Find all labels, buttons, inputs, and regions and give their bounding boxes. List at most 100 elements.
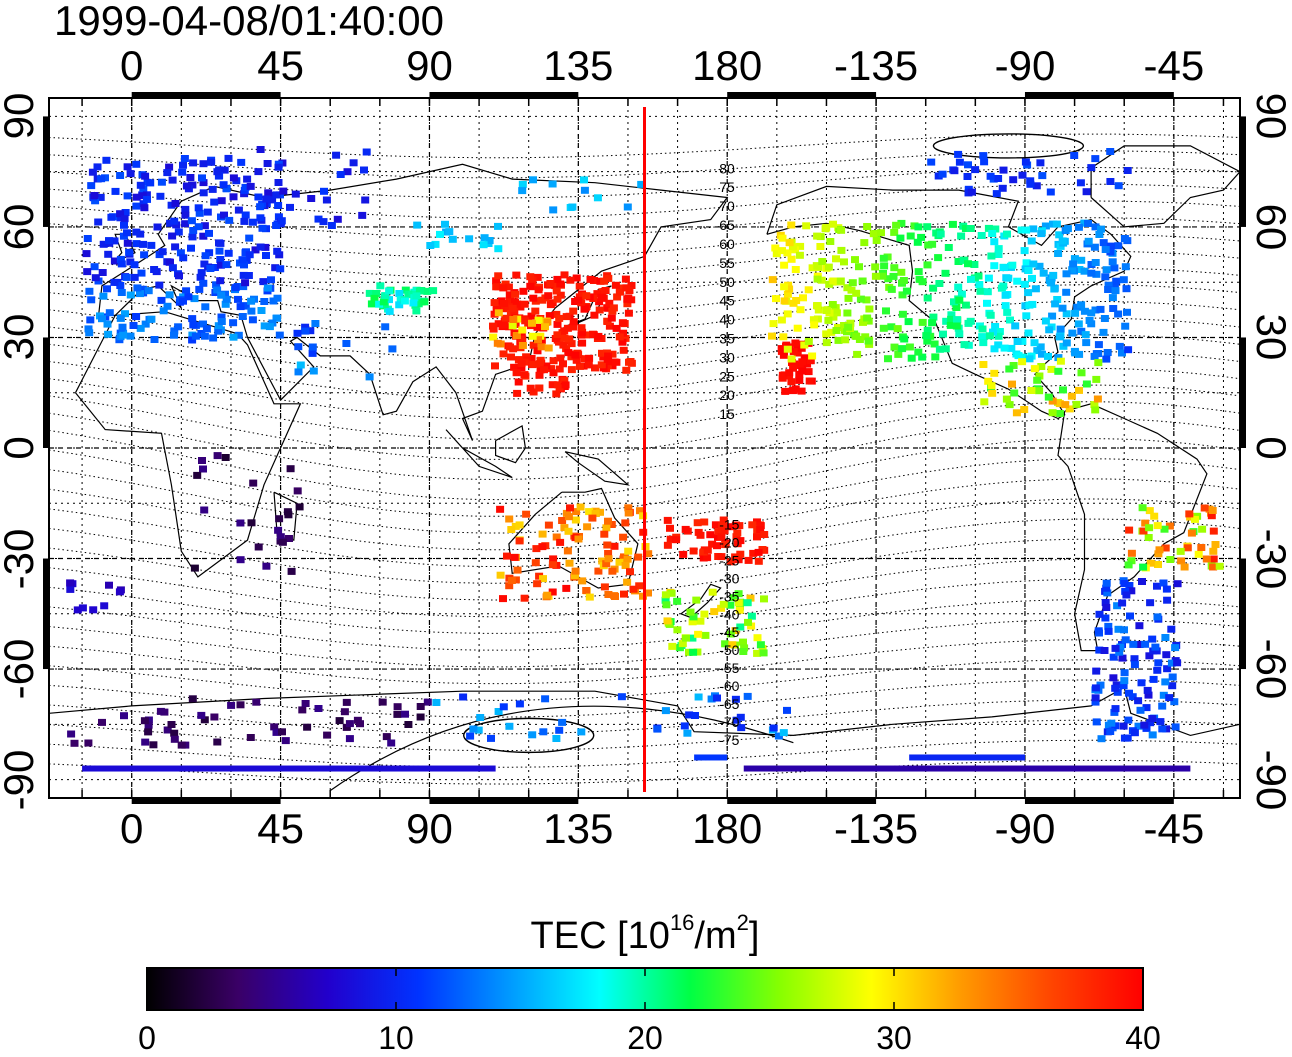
tec-point [275, 515, 284, 523]
tec-point [735, 606, 744, 614]
tec-point [749, 549, 758, 557]
tec-point [84, 739, 93, 747]
tec-point [1155, 546, 1164, 554]
tec-point [85, 287, 94, 295]
tec-point [959, 256, 968, 264]
tec-point [855, 263, 863, 271]
tec-point [249, 479, 258, 487]
tec-point [146, 179, 155, 187]
tec-point [991, 225, 1000, 233]
tec-point [246, 182, 255, 190]
tec-point [247, 297, 256, 305]
tec-point [510, 363, 519, 371]
tec-point [527, 312, 536, 320]
tec-point [693, 519, 702, 527]
tec-point [1055, 400, 1064, 408]
tec-point [992, 190, 1001, 198]
tec-point [551, 282, 560, 290]
tec-point [739, 648, 748, 655]
tec-point [194, 204, 203, 212]
contour-label: 80 [719, 160, 735, 176]
frame-bar-left [43, 337, 49, 448]
tec-point [978, 325, 987, 333]
tec-point [980, 158, 989, 166]
tec-point [156, 192, 165, 200]
tec-point [683, 729, 692, 737]
tec-point [836, 277, 845, 285]
tec-point [370, 294, 379, 302]
tec-point [375, 300, 384, 308]
tec-point [1122, 591, 1131, 599]
tec-point [200, 332, 209, 340]
tec-point [585, 354, 594, 362]
tec-point [200, 716, 209, 724]
tec-point [1056, 325, 1065, 333]
tec-point [905, 343, 914, 351]
tec-point [512, 332, 521, 339]
tec-point [736, 623, 745, 631]
tec-point [604, 274, 613, 282]
tec-point [303, 723, 312, 731]
tec-point [1103, 349, 1112, 356]
tec-point [1046, 188, 1055, 196]
tec-point [73, 606, 82, 614]
tec-point [1048, 409, 1057, 417]
tec-point [615, 558, 624, 566]
tec-point [1125, 689, 1133, 697]
tec-point [340, 708, 349, 716]
tec-point [871, 263, 880, 271]
tec-point [1027, 387, 1036, 394]
tec-point [574, 535, 583, 543]
tec-point [278, 538, 287, 546]
tec-point [307, 195, 316, 202]
tec-point [1167, 659, 1176, 667]
tec-point [760, 531, 769, 538]
tec-point [234, 295, 242, 303]
tec-point [193, 471, 202, 479]
tec-point [121, 209, 130, 216]
tec-point [987, 252, 996, 260]
tec-point [182, 287, 191, 295]
tec-point [1007, 344, 1016, 352]
tec-point [872, 237, 881, 244]
tec-point [476, 714, 485, 721]
tec-point [572, 274, 581, 282]
tec-point [623, 578, 632, 586]
tec-point [1080, 307, 1089, 315]
tec-point [1082, 339, 1091, 347]
tec-point [1075, 266, 1084, 273]
tec-point [1154, 550, 1163, 558]
tec-point [989, 328, 997, 336]
tec-point [1099, 239, 1108, 247]
tec-point [978, 333, 987, 341]
tec-point [747, 612, 756, 620]
tec-point [1120, 734, 1129, 742]
tec-point [1107, 719, 1116, 727]
tec-point [393, 710, 402, 718]
tec-point [1159, 579, 1168, 587]
tec-point [272, 314, 281, 322]
tec-point [528, 332, 537, 340]
tec-point [555, 384, 564, 392]
tec-point [1002, 395, 1011, 403]
tec-point [1163, 596, 1172, 604]
tec-point [644, 550, 653, 558]
tec-point [1100, 315, 1109, 322]
tec-point [813, 262, 822, 270]
tec-point [1124, 716, 1133, 724]
tec-point [779, 729, 788, 737]
tec-point [229, 319, 238, 327]
tec-point [132, 240, 141, 248]
tec-point [320, 187, 328, 195]
tec-point [548, 588, 557, 596]
tec-point [474, 726, 483, 734]
coastline [445, 429, 513, 479]
tec-point [955, 158, 964, 166]
tec-point [256, 214, 265, 222]
tec-point [923, 337, 932, 345]
tec-point [564, 513, 573, 521]
tec-point [534, 316, 543, 324]
tec-point [496, 505, 505, 513]
tec-point [1138, 504, 1147, 512]
tec-point [308, 343, 317, 351]
